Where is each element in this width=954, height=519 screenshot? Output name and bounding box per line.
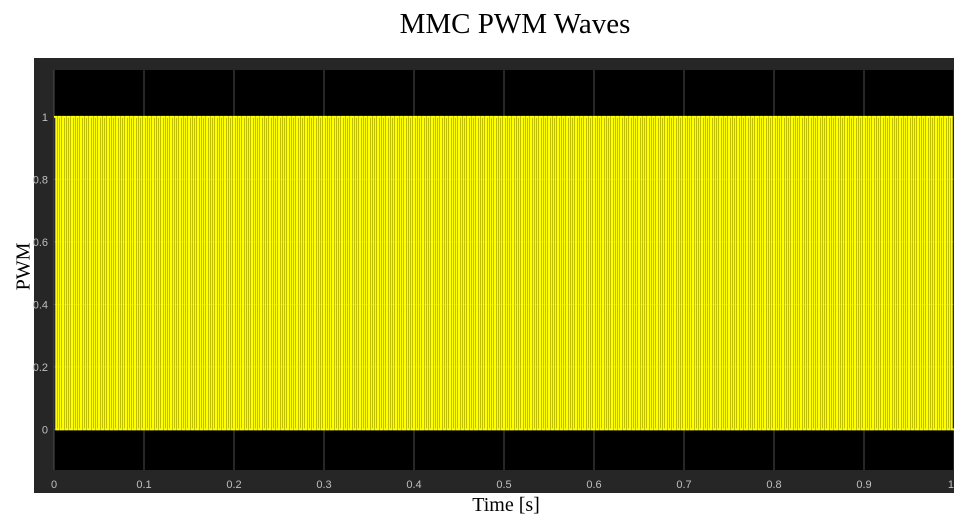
x-tick-label: 0.7 — [676, 479, 691, 491]
x-tick-label: 0.8 — [766, 479, 781, 491]
y-tick-label: 0 — [42, 424, 48, 436]
x-tick-label: 0.6 — [586, 479, 601, 491]
pwm-series-line — [54, 117, 954, 430]
x-tick-label: 0.1 — [136, 479, 151, 491]
y-tick-label: 0.6 — [33, 237, 48, 249]
x-tick-label: 0.3 — [316, 479, 331, 491]
x-tick-label: 0.4 — [406, 479, 421, 491]
y-tick-label: 0.4 — [33, 299, 48, 311]
x-tick-label: 1 — [948, 479, 954, 491]
x-tick-label: 0.9 — [856, 479, 871, 491]
y-tick-label: 1 — [42, 112, 48, 124]
pwm-wave — [54, 117, 954, 430]
y-tick-label: 0.8 — [33, 174, 48, 186]
x-tick-label: 0.5 — [496, 479, 511, 491]
x-tick-label: 0.2 — [226, 479, 241, 491]
x-tick-label: 0 — [51, 479, 57, 491]
y-tick-label: 0.2 — [33, 362, 48, 374]
